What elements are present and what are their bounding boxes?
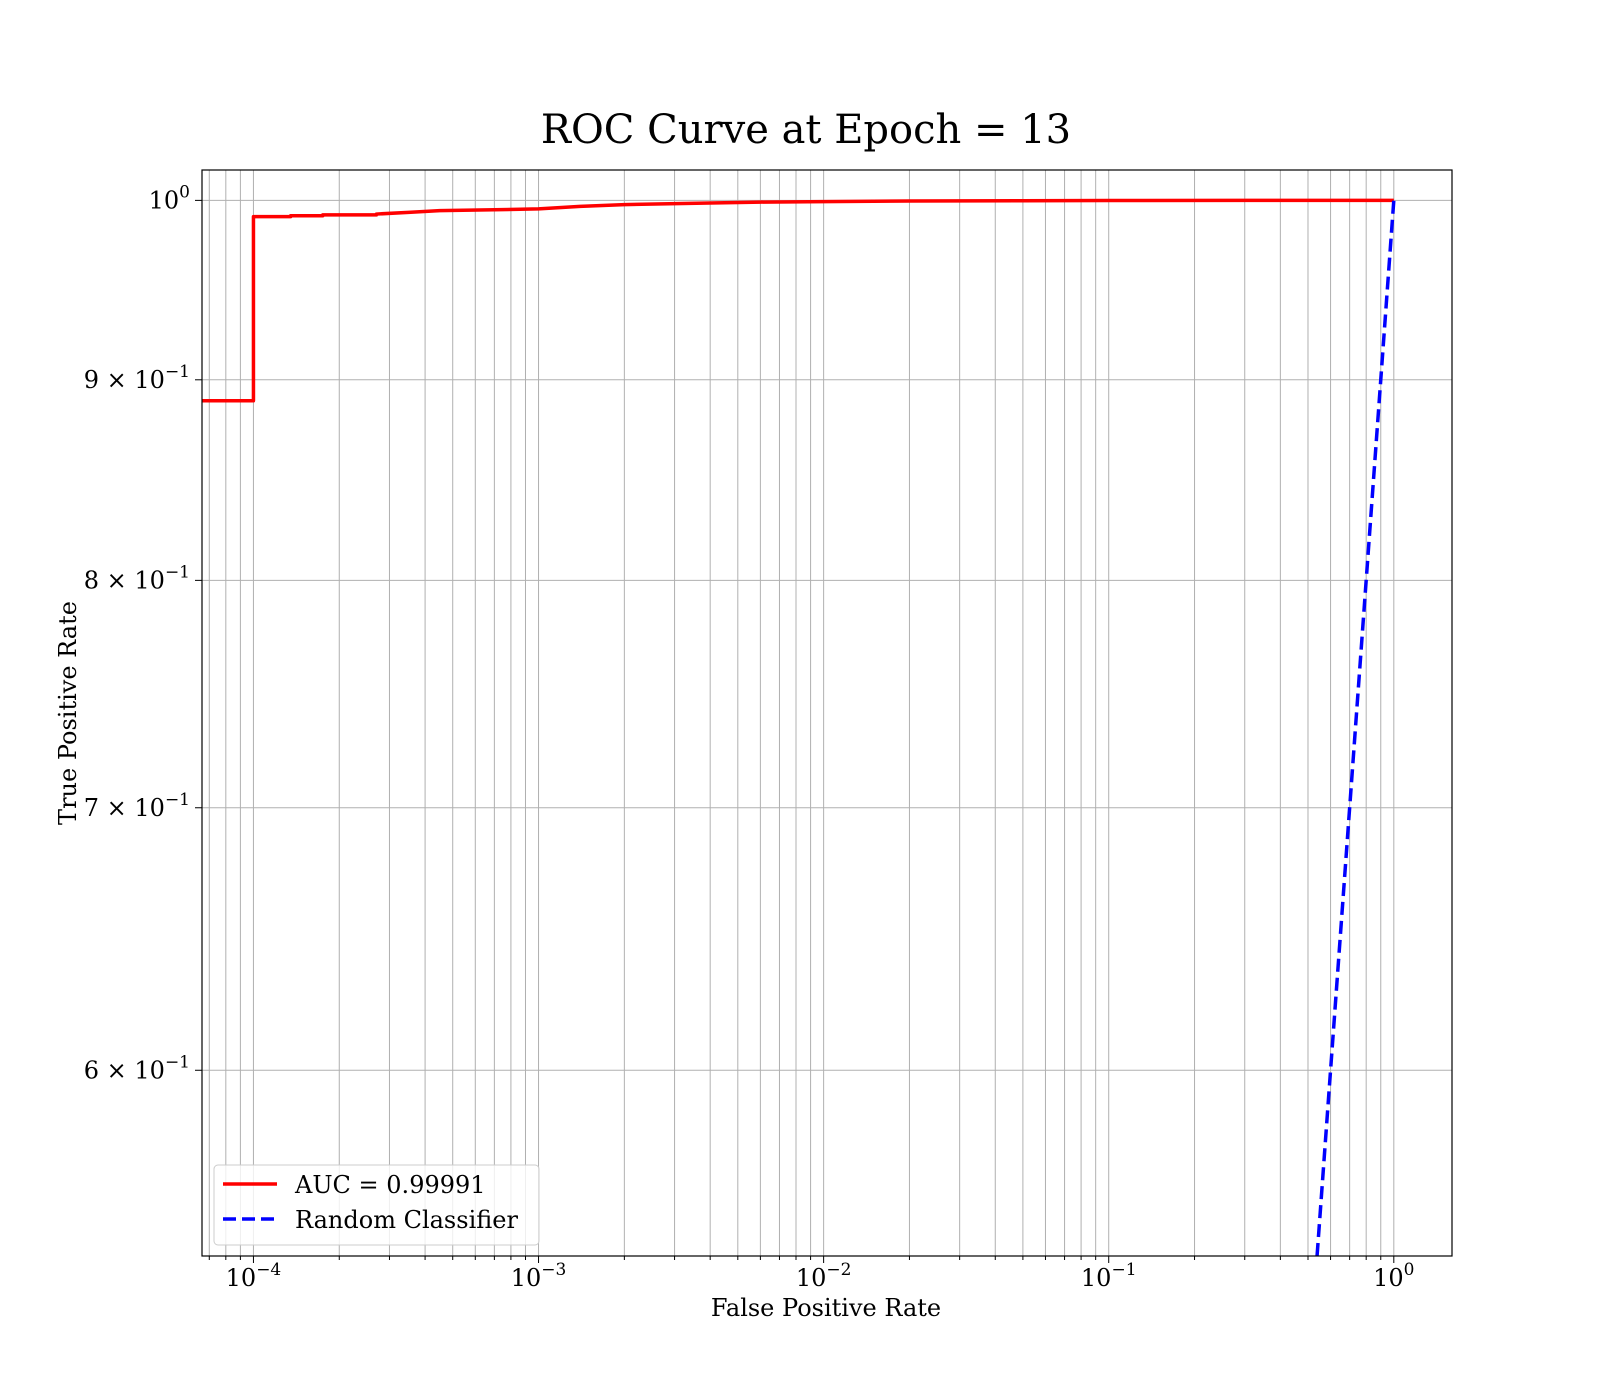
legend: AUC = 0.99991 Random Classifier: [213, 1164, 540, 1246]
legend-label-auc: AUC = 0.99991: [294, 1171, 486, 1199]
y-tick-label-4: 6 × 10−1: [84, 1052, 190, 1084]
x-tick-label-3: 10−1: [1081, 1260, 1137, 1292]
legend-label-random-classifier: Random Classifier: [295, 1206, 518, 1234]
chart-title: ROC Curve at Epoch = 13: [541, 107, 1071, 153]
y-tick-label-2: 8 × 10−1: [84, 562, 190, 594]
y-tick-label-0: 100: [149, 182, 190, 214]
x-tick-label-1: 10−3: [511, 1260, 567, 1292]
y-axis-label: True Positive Rate: [54, 601, 82, 825]
x-axis-label: False Positive Rate: [711, 1294, 941, 1322]
y-tick-label-3: 7 × 10−1: [84, 790, 190, 822]
random-classifier-series: [1315, 200, 1396, 1256]
y-tick-label-1: 9 × 10−1: [84, 362, 190, 394]
roc-curve-series: [202, 198, 1394, 403]
x-tick-label-0: 10−4: [226, 1260, 282, 1292]
tick-labels: 10−4 10−3 10−2 10−1 100 100 9 × 10−1 8 × 10−1 7 …: [84, 182, 1415, 1292]
series-layer: [202, 198, 1396, 1256]
x-tick-label-4: 100: [1373, 1260, 1414, 1292]
x-tick-label-2: 10−2: [796, 1260, 852, 1292]
plot-frame: [201, 169, 1453, 1257]
legend-box: [213, 1164, 540, 1246]
